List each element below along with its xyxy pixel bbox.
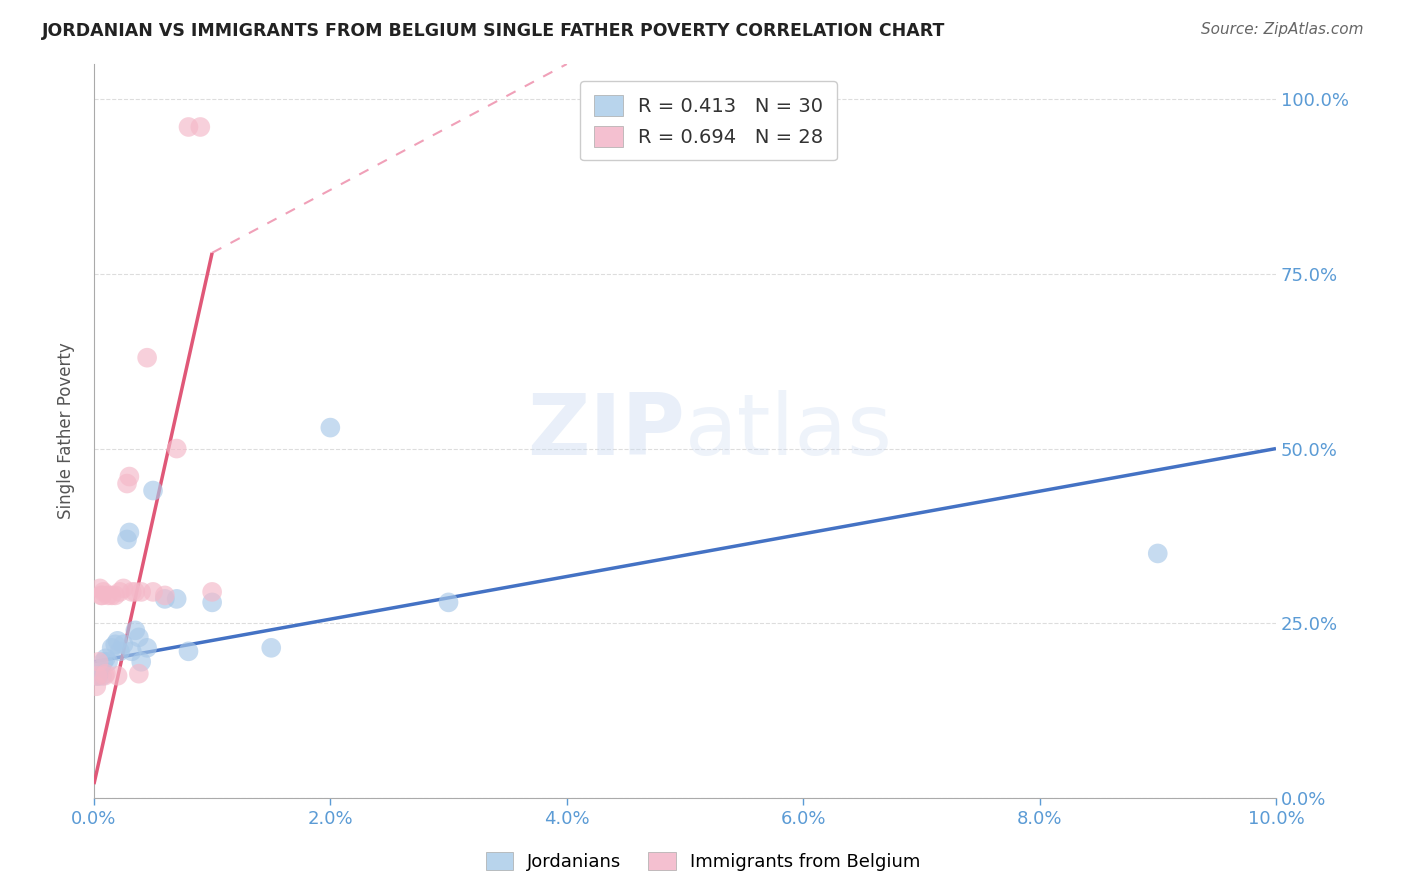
Point <box>124 585 146 599</box>
Point <box>118 469 141 483</box>
Point <box>1146 546 1168 560</box>
Point <box>91 588 114 602</box>
Point <box>107 633 129 648</box>
Point <box>108 585 131 599</box>
Point <box>136 351 159 365</box>
Point <box>129 585 152 599</box>
Point <box>94 651 117 665</box>
Legend: Jordanians, Immigrants from Belgium: Jordanians, Immigrants from Belgium <box>478 845 928 879</box>
Point <box>153 588 176 602</box>
Point <box>121 644 143 658</box>
Point <box>166 591 188 606</box>
Point <box>112 637 135 651</box>
Point <box>166 442 188 456</box>
Point <box>97 588 120 602</box>
Point <box>97 655 120 669</box>
Point <box>177 120 200 134</box>
Point <box>188 120 211 134</box>
Point <box>100 588 122 602</box>
Y-axis label: Single Father Poverty: Single Father Poverty <box>58 343 75 519</box>
Point <box>153 591 176 606</box>
Point <box>86 669 108 683</box>
Text: atlas: atlas <box>685 390 893 473</box>
Point <box>90 662 112 676</box>
Point <box>129 655 152 669</box>
Point <box>93 669 115 683</box>
Point <box>91 669 114 683</box>
Point <box>128 666 150 681</box>
Text: ZIP: ZIP <box>527 390 685 473</box>
Point <box>89 665 111 680</box>
Point <box>177 644 200 658</box>
Point <box>84 679 107 693</box>
Point <box>94 666 117 681</box>
Point <box>124 624 146 638</box>
Legend: R = 0.413   N = 30, R = 0.694   N = 28: R = 0.413 N = 30, R = 0.694 N = 28 <box>581 81 837 161</box>
Point <box>142 483 165 498</box>
Point <box>121 585 143 599</box>
Point <box>93 655 115 669</box>
Point <box>84 669 107 683</box>
Point <box>201 595 224 609</box>
Point <box>104 637 127 651</box>
Point <box>89 582 111 596</box>
Point <box>115 476 138 491</box>
Point <box>100 640 122 655</box>
Point <box>87 655 110 669</box>
Point <box>107 669 129 683</box>
Point <box>90 588 112 602</box>
Point <box>93 585 115 599</box>
Point <box>112 582 135 596</box>
Point <box>201 585 224 599</box>
Point <box>136 640 159 655</box>
Point <box>260 640 283 655</box>
Text: JORDANIAN VS IMMIGRANTS FROM BELGIUM SINGLE FATHER POVERTY CORRELATION CHART: JORDANIAN VS IMMIGRANTS FROM BELGIUM SIN… <box>42 22 946 40</box>
Point <box>142 585 165 599</box>
Point <box>437 595 460 609</box>
Point <box>108 644 131 658</box>
Text: Source: ZipAtlas.com: Source: ZipAtlas.com <box>1201 22 1364 37</box>
Point <box>128 631 150 645</box>
Point <box>118 525 141 540</box>
Point <box>104 588 127 602</box>
Point <box>115 533 138 547</box>
Point <box>86 669 108 683</box>
Point <box>87 669 110 683</box>
Point <box>319 420 342 434</box>
